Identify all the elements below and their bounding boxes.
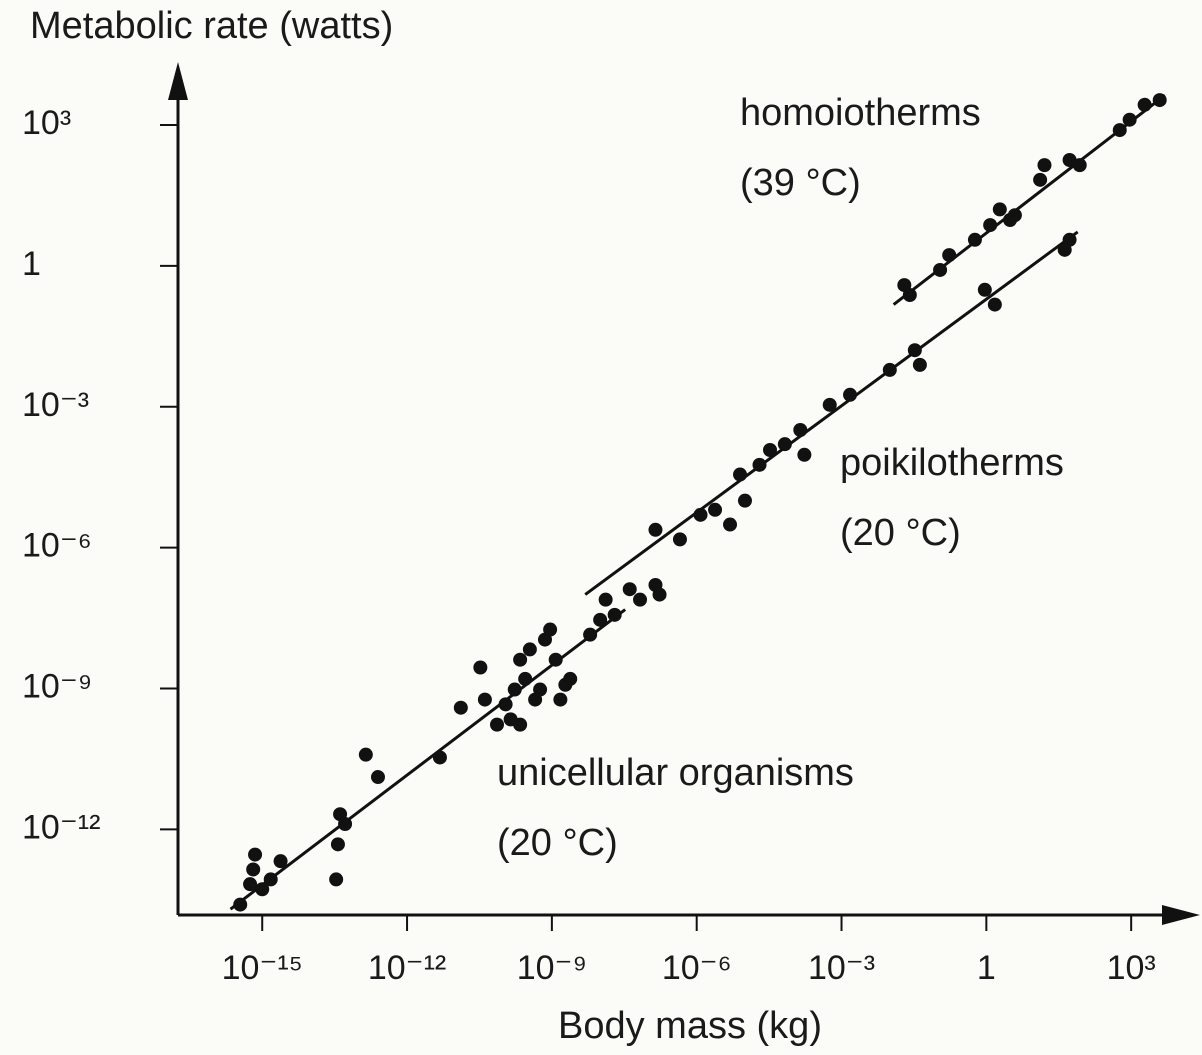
series-label: unicellular organisms: [497, 752, 854, 794]
data-point: [255, 882, 270, 897]
data-point: [633, 592, 648, 607]
y-tick-label: 1: [22, 245, 41, 283]
data-point: [797, 447, 812, 462]
data-point: [518, 671, 533, 686]
data-point: [273, 854, 288, 869]
series-note: (20 °C): [497, 822, 618, 864]
data-point: [652, 587, 667, 602]
data-point: [723, 517, 738, 532]
data-point: [1122, 112, 1137, 127]
data-point: [933, 262, 948, 277]
x-axis-arrow: [1162, 905, 1200, 925]
data-point: [583, 627, 598, 642]
y-tick-label: 10⁻¹²: [22, 808, 100, 846]
data-point: [622, 582, 637, 597]
data-point: [733, 467, 748, 482]
data-point: [942, 248, 957, 263]
data-point: [1137, 97, 1152, 112]
data-point: [902, 288, 917, 303]
data-point: [1033, 172, 1048, 187]
x-tick-label: 1: [977, 949, 996, 987]
data-point: [370, 770, 385, 785]
data-point: [1037, 158, 1052, 173]
data-point: [992, 202, 1007, 217]
data-point: [543, 622, 558, 637]
data-point: [246, 862, 261, 877]
x-tick-label: 10³: [1107, 949, 1156, 987]
data-point: [737, 493, 752, 508]
data-point: [967, 232, 982, 247]
data-point: [1072, 158, 1087, 173]
data-point: [513, 717, 528, 732]
data-point: [473, 660, 488, 675]
y-tick-label: 10³: [22, 104, 71, 142]
data-point: [1112, 123, 1127, 138]
data-point: [248, 847, 263, 862]
data-point: [358, 747, 373, 762]
data-point: [987, 297, 1002, 312]
data-point: [907, 343, 922, 358]
x-tick-label: 10⁻¹⁵: [222, 949, 303, 987]
data-point: [607, 607, 622, 622]
data-point: [648, 522, 663, 537]
data-point: [843, 387, 858, 402]
data-point: [752, 457, 767, 472]
data-point: [330, 837, 345, 852]
y-tick-label: 10⁻⁹: [22, 667, 92, 705]
data-point: [1062, 232, 1077, 247]
y-tick-label: 10⁻³: [22, 386, 89, 424]
data-point: [553, 692, 568, 707]
x-tick-label: 10⁻³: [808, 949, 875, 987]
x-tick-label: 10⁻⁶: [662, 949, 732, 987]
data-point: [513, 652, 528, 667]
y-tick-label: 10⁻⁶: [22, 527, 92, 565]
series-label: homoiotherms: [740, 92, 981, 134]
data-point: [593, 612, 608, 627]
x-tick-label: 10⁻⁹: [517, 949, 587, 987]
data-point: [977, 282, 992, 297]
fit-line: [584, 230, 1079, 596]
data-point: [243, 877, 258, 892]
data-point: [672, 532, 687, 547]
data-point: [548, 652, 563, 667]
data-point: [882, 362, 897, 377]
data-point: [693, 507, 708, 522]
data-point: [912, 357, 927, 372]
data-point: [983, 218, 998, 233]
data-point: [507, 682, 522, 697]
y-axis-arrow: [168, 62, 188, 100]
data-point: [233, 897, 248, 912]
series-note: (39 °C): [740, 162, 861, 204]
data-point: [563, 671, 578, 686]
x-axis-label: Body mass (kg): [558, 1005, 822, 1047]
data-point: [708, 502, 723, 517]
data-point: [338, 817, 353, 832]
data-point: [793, 423, 808, 438]
data-point: [498, 697, 513, 712]
data-point: [822, 397, 837, 412]
data-point: [1007, 208, 1022, 223]
data-point: [777, 437, 792, 452]
data-point: [533, 682, 548, 697]
data-point: [263, 872, 278, 887]
data-point: [329, 872, 344, 887]
data-point: [598, 592, 613, 607]
series-note: (20 °C): [840, 512, 961, 554]
series-label: poikilotherms: [840, 442, 1064, 484]
data-point: [763, 443, 778, 458]
data-point: [477, 692, 492, 707]
data-point: [1152, 93, 1167, 108]
data-point: [453, 700, 468, 715]
data-point: [432, 750, 447, 765]
data-point: [522, 642, 537, 657]
data-point: [490, 717, 505, 732]
x-tick-label: 10⁻¹²: [368, 949, 446, 987]
y-axis-label: Metabolic rate (watts): [30, 5, 393, 47]
